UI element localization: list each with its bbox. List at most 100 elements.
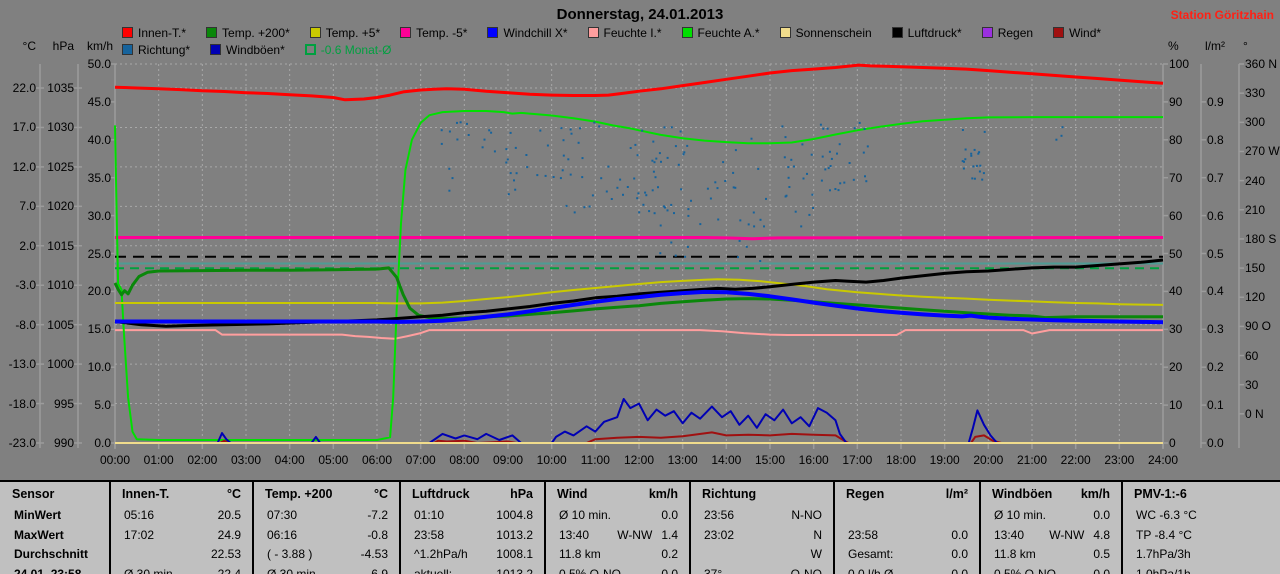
tick-%-0: 0 <box>1169 436 1176 450</box>
cell-label: MinWert <box>14 508 62 522</box>
column-title: Wind <box>557 487 588 501</box>
column-unit: km/h <box>1080 487 1110 501</box>
xtick-12:00: 12:00 <box>623 453 655 467</box>
legend-item-sonnenschein: Sonnenschein <box>779 26 872 40</box>
table-column-header: Temp. +200 °C <box>253 482 400 506</box>
cell-value: 0.5 <box>1093 547 1110 561</box>
tick-°-90 O: 90 O <box>1245 319 1272 334</box>
table-row: 1.0hPa/1h <box>1122 565 1280 574</box>
table-row: Ø 10 min. 0.0 <box>980 506 1122 526</box>
table-row: 13:40 W-NW 4.8 <box>980 526 1122 546</box>
cell-value: 0.0 <box>951 547 968 561</box>
tick-°C-2.0: 2.0 <box>19 238 36 253</box>
tick-%-80: 80 <box>1169 132 1183 147</box>
table-column-separator <box>1121 482 1123 574</box>
tick-l/m²-0.0: 0.0 <box>1207 436 1224 450</box>
series-temp-200 <box>113 266 1163 320</box>
cell-values: W-NW 4.8 <box>1049 526 1110 546</box>
series-temp-5 <box>115 278 1164 306</box>
legend-item-temp-5-: Temp. -5* <box>400 26 467 40</box>
cell-mid-value: W-NW <box>617 527 653 542</box>
table-row: 1.7hPa/3h <box>1122 545 1280 565</box>
table-row: 24.01. 23:58 <box>0 565 110 574</box>
table-column-header: PMV-1:-6 <box>1122 482 1280 506</box>
xtick-03:00: 03:00 <box>230 453 262 467</box>
series-feuchte-a- <box>114 110 1163 441</box>
legend-label: Windchill X* <box>503 25 568 40</box>
table-row: 11.8 km 0.5 <box>980 545 1122 565</box>
cell-value: -6.9 <box>367 566 388 574</box>
legend-swatch-icon <box>587 27 599 38</box>
table-column-sensor: Sensor MinWert MaxWert Durchschnitt 24.01. 2… <box>0 482 110 574</box>
tick-hPa-1015: 1015 <box>47 238 74 253</box>
cell-label: 0.0 l/h Ø <box>848 566 894 574</box>
tick-°C--23.0: -23.0 <box>8 435 36 450</box>
table-column-pmv-1-6: PMV-1:-6 WC -6.3 °C TP -8.4 °C 1.7hPa/3h 1.0… <box>1122 482 1280 574</box>
cell-label: 01:10 <box>414 508 445 522</box>
tick-l/m²-0.9: 0.9 <box>1207 94 1224 109</box>
cell-label: 07:30 <box>267 508 298 522</box>
tick-%-50: 50 <box>1169 246 1183 261</box>
table-row: 37° O-NO <box>690 565 834 574</box>
table-column-separator <box>833 482 835 574</box>
cell-label: 13:40 <box>994 527 1025 542</box>
cell-value: 1013.2 <box>496 566 533 574</box>
column-title: Regen <box>846 487 885 501</box>
cell-label: 37° <box>704 566 723 574</box>
tick-hPa-1010: 1010 <box>47 278 74 293</box>
cell-value: N <box>813 527 822 542</box>
cell-values: -4.53 <box>361 545 388 565</box>
table-column-header: Wind km/h <box>545 482 690 506</box>
table-row: Gesamt: 0.0 <box>834 545 980 565</box>
table-row: MinWert <box>0 506 110 526</box>
cell-value: 0.0 <box>951 566 968 574</box>
cell-values: 0.0 <box>661 506 678 526</box>
tick-°-360 N: 360 N <box>1245 57 1278 71</box>
tick-hPa-1030: 1030 <box>47 120 74 135</box>
table-row: ^1.2hPa/h 1008.1 <box>400 545 545 565</box>
cell-label: ( - 3.88 ) <box>267 547 313 561</box>
tick-°-240: 240 <box>1245 173 1266 188</box>
cell-value: 1008.1 <box>496 547 533 561</box>
page-title: Donnerstag, 24.01.2013 <box>556 6 724 23</box>
cell-label: TP -8.4 °C <box>1136 527 1192 542</box>
xtick-11:00: 11:00 <box>580 453 610 467</box>
xtick-16:00: 16:00 <box>798 453 829 467</box>
cell-label: 23:56 <box>704 508 735 522</box>
cell-value: 24.9 <box>217 527 241 542</box>
cell-values: 0.2 <box>661 545 678 565</box>
tick-hPa-1000: 1000 <box>47 357 74 372</box>
column-title: Richtung <box>702 487 757 501</box>
cell-value: W <box>810 547 822 561</box>
tick-°C-17.0: 17.0 <box>12 120 36 135</box>
series-temp-5 <box>115 236 1164 241</box>
xtick-02:00: 02:00 <box>187 453 218 467</box>
tick-°C--8.0: -8.0 <box>15 317 36 332</box>
cell-value: 0.0 <box>951 527 968 542</box>
table-row: aktuell: 1013.2 <box>400 565 545 574</box>
tick-°-60: 60 <box>1245 348 1259 363</box>
xtick-13:00: 13:00 <box>667 453 698 467</box>
legend-label: Windböen* <box>226 42 285 57</box>
cell-values: 0.0 <box>951 526 968 546</box>
cell-values: O-NO <box>791 565 822 574</box>
cell-value: N-NO <box>791 508 822 522</box>
xtick-04:00: 04:00 <box>274 453 305 467</box>
xtick-17:00: 17:00 <box>842 453 873 467</box>
legend-swatch-icon <box>210 44 222 55</box>
table-row: Ø 30 min. 22.4 <box>110 565 253 574</box>
table-column-richtung: Richtung 23:56 N-NO 23:02 N W 37° O-NO <box>690 482 834 574</box>
legend-row-1: Innen-T.* Temp. +200* Temp. +5* Temp. -5* Wi… <box>122 25 1101 40</box>
cell-values: 1013.2 <box>496 565 533 574</box>
cell-values: 0.0 <box>951 545 968 565</box>
axis-unit-degc: °C <box>22 39 36 53</box>
cell-value: -0.8 <box>367 527 388 542</box>
table-row: Ø 10 min. 0.0 <box>545 506 690 526</box>
tick-°C--3.0: -3.0 <box>15 278 36 293</box>
tick-km/h-35.0: 35.0 <box>87 170 111 185</box>
legend-label: -0.6 Monat-Ø <box>320 42 392 57</box>
legend-row-2: Richtung* Windböen* -0.6 Monat-Ø <box>122 42 392 57</box>
table-column-windb-en: Windböen km/h Ø 10 min. 0.0 13:40 W-NW 4.8 11.8… <box>980 482 1122 574</box>
legend-swatch-icon <box>779 27 791 38</box>
tick-°-150: 150 <box>1245 261 1266 276</box>
